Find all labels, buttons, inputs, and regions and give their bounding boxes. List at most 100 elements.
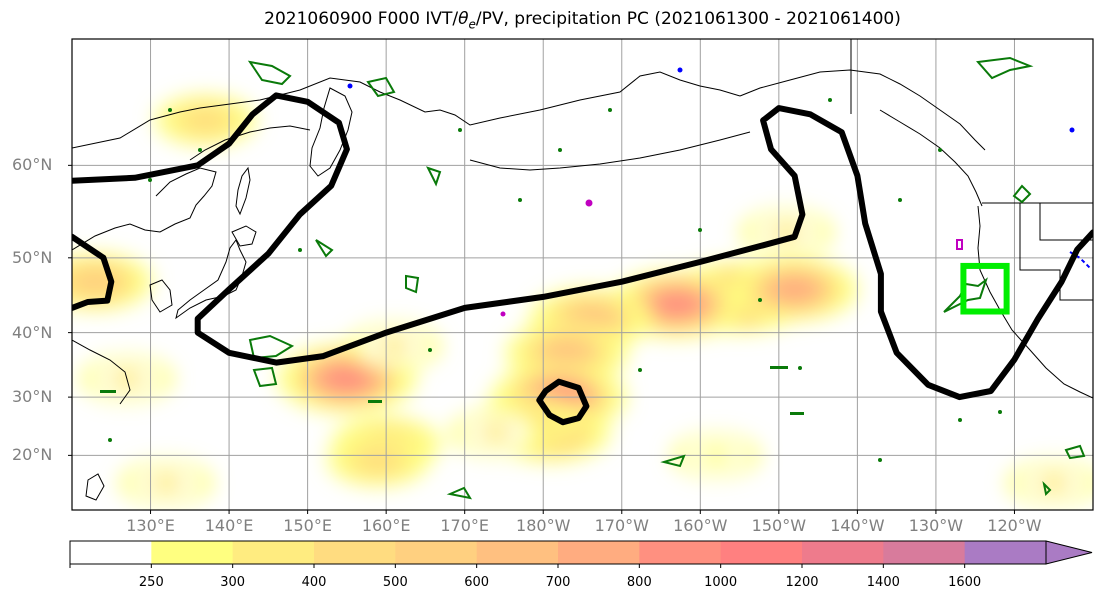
longitude-label: 130°E bbox=[126, 516, 175, 535]
colorbar-segment bbox=[70, 541, 152, 564]
latitude-label: 60°N bbox=[12, 155, 53, 175]
magenta-marker bbox=[956, 239, 963, 250]
coastline-korea bbox=[149, 279, 173, 313]
pv-dash bbox=[790, 412, 804, 415]
colorbar-tick-label: 600 bbox=[464, 575, 490, 590]
colorbar-segment bbox=[720, 541, 803, 564]
blue-marker bbox=[677, 67, 683, 73]
colorbar-segment bbox=[151, 541, 234, 564]
theta-e-contour bbox=[536, 378, 590, 426]
pv-contour bbox=[252, 366, 278, 388]
pv-dot bbox=[608, 108, 612, 112]
coastline-alaska bbox=[739, 69, 986, 151]
pv-dot bbox=[958, 418, 962, 422]
colorbar-segment bbox=[558, 541, 640, 564]
coastline-bc bbox=[879, 109, 983, 207]
colorbar-extend-arrow bbox=[1045, 540, 1093, 565]
coastline-hokkaido bbox=[231, 225, 257, 247]
colorbar-tick-label: 1000 bbox=[704, 575, 738, 590]
pv-dot bbox=[828, 98, 832, 102]
colorbar-segment bbox=[476, 541, 559, 564]
longitude-label: 140°E bbox=[204, 516, 254, 535]
coastline-japan bbox=[175, 238, 247, 320]
longitude-label: 150°W bbox=[751, 516, 807, 535]
map-frame bbox=[71, 38, 1094, 511]
coastline-china bbox=[72, 167, 217, 251]
border-states bbox=[1019, 203, 1093, 301]
chart-title: 2021060900 F000 IVT/θe/PV, precipitation… bbox=[264, 9, 901, 32]
coastline-okhotsk bbox=[189, 125, 311, 161]
ivt-blob-core bbox=[477, 422, 515, 443]
region-highlight-box bbox=[960, 262, 1010, 315]
longitude-label: 170°E bbox=[440, 516, 490, 535]
pv-contours bbox=[247, 56, 1086, 500]
magenta-marker bbox=[500, 311, 506, 317]
pv-contour bbox=[446, 486, 473, 500]
pv-contour bbox=[366, 76, 396, 98]
colorbar-segment bbox=[883, 541, 966, 564]
colorbar-tick-label: 1600 bbox=[948, 575, 982, 590]
ivt-blob-core bbox=[185, 109, 226, 132]
colorbar-tick-label: 1400 bbox=[866, 575, 900, 590]
colorbar-segment bbox=[802, 541, 884, 564]
pv-dot bbox=[168, 108, 172, 112]
pv-dot bbox=[798, 366, 802, 370]
colorbar-tick-label: 400 bbox=[301, 575, 327, 590]
coastline-us-west bbox=[977, 205, 1093, 399]
latitude-label: 20°N bbox=[12, 445, 53, 465]
pv-dots bbox=[100, 98, 1002, 462]
colorbar-segment bbox=[232, 541, 315, 564]
longitude-label: 140°W bbox=[830, 516, 885, 535]
pv-contour bbox=[1064, 444, 1086, 460]
blue-marker bbox=[1069, 127, 1075, 133]
colorbar-segment bbox=[964, 541, 1047, 564]
longitude-label: 160°W bbox=[673, 516, 728, 535]
coastline-philippines bbox=[85, 473, 105, 501]
colorbar-tick-label: 1200 bbox=[785, 575, 819, 590]
pv-dot bbox=[458, 128, 462, 132]
pv-contour bbox=[1012, 184, 1032, 204]
theta-e-contours bbox=[72, 92, 1093, 426]
pv-dash bbox=[368, 400, 382, 403]
pv-contour bbox=[247, 60, 292, 86]
pv-contour bbox=[405, 274, 420, 294]
colorbar-segment bbox=[395, 541, 478, 564]
coastline-aleutians bbox=[469, 131, 751, 171]
pv-contour bbox=[1042, 480, 1052, 497]
pv-dot bbox=[898, 198, 902, 202]
pv-dot bbox=[638, 368, 642, 372]
longitude-label: 130°W bbox=[908, 516, 964, 535]
pv-dot bbox=[698, 228, 702, 232]
colorbar-segment bbox=[639, 541, 722, 564]
latitude-label: 30°N bbox=[12, 387, 53, 407]
pv-dash bbox=[100, 390, 116, 393]
longitude-label: 170°W bbox=[594, 516, 649, 535]
axis-ticks bbox=[68, 164, 1015, 514]
coastlines bbox=[72, 39, 1093, 501]
pv-contour bbox=[976, 56, 1034, 80]
ivt-blob-core bbox=[542, 339, 592, 367]
pv-dot bbox=[938, 148, 942, 152]
latitude-label: 50°N bbox=[12, 247, 53, 267]
pv-dot bbox=[148, 178, 152, 182]
pv-contour bbox=[426, 166, 442, 187]
colorbar-segment bbox=[314, 541, 396, 564]
theta-e-contour bbox=[72, 233, 115, 311]
theta-e-contour bbox=[72, 92, 1093, 401]
ivt-blob-core bbox=[769, 275, 820, 304]
ivt-blob-core bbox=[319, 363, 375, 394]
coastline-china-south bbox=[72, 339, 131, 405]
coastline-asia bbox=[72, 71, 741, 149]
pv-dot bbox=[108, 438, 112, 442]
ivt-blob-core bbox=[650, 289, 704, 320]
pv-dot bbox=[998, 410, 1002, 414]
blue-marker bbox=[347, 83, 353, 89]
pv-dot bbox=[758, 298, 762, 302]
magenta-marker bbox=[585, 199, 593, 207]
colorbar-tick-label: 500 bbox=[382, 575, 408, 590]
pv-dot bbox=[518, 198, 522, 202]
ivt-blob-core bbox=[375, 335, 413, 357]
pv-dot bbox=[298, 248, 302, 252]
